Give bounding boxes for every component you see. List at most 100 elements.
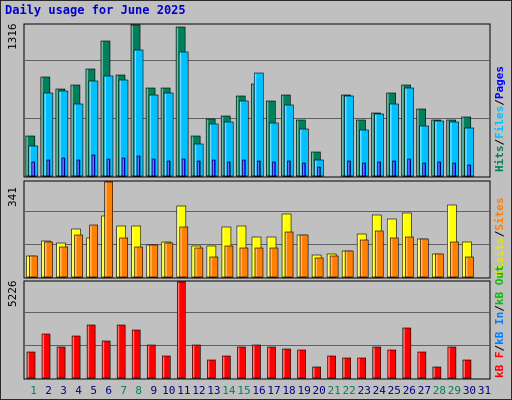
bar-hits-day-2-highlight — [41, 77, 43, 176]
bar-pages-day-13-highlight — [212, 160, 215, 176]
bar-pages-day-30 — [467, 164, 472, 177]
bar-pages-day-9 — [151, 158, 156, 177]
day-label-26: 26 — [403, 384, 416, 397]
bar-sites-day-11 — [179, 226, 189, 278]
bar-files-day-18-highlight — [284, 105, 287, 176]
bar-pages-day-4-highlight — [77, 160, 79, 176]
bar-visits-day-25-highlight — [387, 219, 390, 277]
bar-pages-day-27 — [422, 162, 426, 177]
day-label-7: 7 — [120, 384, 127, 397]
legend-item-legend_sep-3: / — [493, 305, 506, 312]
bar-pages-day-26-highlight — [408, 159, 410, 176]
bar-pages-day-16-highlight — [257, 161, 260, 176]
bar-sites-day-27-highlight — [420, 239, 423, 277]
bar-kbf-day-30 — [462, 359, 472, 379]
bar-sites-day-13-highlight — [210, 257, 212, 277]
day-label-9: 9 — [150, 384, 157, 397]
bar-pages-day-10-highlight — [167, 161, 170, 176]
bar-kbf-day-26 — [402, 327, 412, 379]
bar-files-day-7-highlight — [119, 80, 121, 176]
bar-pages-day-18 — [287, 160, 291, 177]
bar-pages-day-12-highlight — [197, 161, 200, 176]
bar-sites-day-29-body — [450, 241, 459, 278]
bar-hits-day-25-highlight — [387, 93, 389, 176]
bar-hits-day-16-highlight — [251, 84, 254, 176]
bar-kbf-day-14-highlight — [222, 356, 225, 378]
bar-sites-day-14-body — [224, 245, 234, 278]
bar-kbf-day-21-body — [327, 355, 336, 379]
bar-pages-day-24 — [377, 161, 381, 177]
bar-kbf-day-9-body — [146, 344, 156, 379]
bar-kbf-day-26-highlight — [403, 328, 405, 378]
bar-files-day-3-highlight — [59, 91, 61, 176]
bar-kbf-day-10-highlight — [162, 356, 165, 378]
bar-kbf-day-29 — [447, 346, 457, 379]
bar-hits-day-17-highlight — [266, 101, 269, 176]
bar-files-day-27-highlight — [420, 126, 422, 176]
bar-sites-day-4 — [74, 234, 83, 278]
bar-hits-day-27-highlight — [417, 109, 419, 176]
legend-item-pages-4: Pages — [493, 66, 506, 99]
bar-kbf-day-13-body — [207, 359, 216, 379]
bar-sites-day-20-highlight — [315, 258, 318, 277]
bar-pages-day-28-highlight — [438, 162, 440, 176]
bar-sites-day-3-highlight — [60, 247, 62, 277]
bar-pages-day-27-highlight — [423, 163, 425, 176]
bar-sites-day-8 — [134, 246, 144, 278]
bar-pages-day-8 — [136, 155, 141, 177]
bar-sites-day-17-highlight — [270, 248, 273, 277]
bar-visits-day-15-highlight — [237, 226, 239, 277]
bar-sites-day-11-body — [179, 226, 189, 278]
bar-kbf-day-6 — [101, 340, 111, 379]
bar-sites-day-16 — [254, 247, 264, 278]
legend-item-legend_sep-3: / — [493, 99, 506, 106]
bar-pages-day-1 — [31, 161, 36, 177]
legend-item-sites-2: Sites — [493, 198, 506, 231]
day-label-10: 10 — [162, 384, 175, 397]
bar-files-day-23-highlight — [360, 130, 362, 176]
bar-sites-day-8-body — [134, 246, 144, 278]
bar-visits-day-12-highlight — [192, 246, 194, 277]
bar-files-day-13-highlight — [209, 124, 212, 176]
bar-kbf-day-3-highlight — [57, 347, 60, 378]
bar-hits-day-20-highlight — [311, 152, 314, 176]
bar-files-day-11-highlight — [179, 52, 182, 176]
bar-kbf-day-20-body — [312, 366, 321, 379]
bar-pages-day-20 — [317, 166, 321, 177]
bar-sites-day-25-highlight — [390, 238, 393, 277]
bar-sites-day-21 — [329, 255, 339, 278]
bar-pages-day-23 — [362, 162, 366, 177]
bar-kbf-day-17-highlight — [268, 347, 270, 378]
day-label-5: 5 — [90, 384, 97, 397]
bar-pages-day-16 — [256, 160, 261, 177]
bar-sites-day-19-body — [299, 234, 309, 278]
bar-sites-day-2-highlight — [45, 242, 47, 277]
bar-sites-day-29 — [450, 241, 459, 278]
bar-files-day-16-highlight — [254, 73, 257, 176]
bar-sites-day-7-highlight — [120, 238, 122, 277]
legend-item-legend_sep-1: / — [493, 230, 506, 237]
day-label-17: 17 — [267, 384, 280, 397]
bar-visits-day-11-highlight — [177, 206, 179, 277]
bar-kbf-day-4 — [71, 335, 81, 379]
bar-visits-day-24-highlight — [372, 215, 375, 277]
bar-kbf-day-15-body — [237, 346, 246, 379]
legend-item-kbf-0: kB F — [493, 352, 506, 379]
bar-visits-day-2-highlight — [42, 241, 44, 277]
legend-item-kbin-2: kB In — [493, 312, 506, 345]
bar-kbf-day-11 — [177, 281, 186, 379]
bar-pages-day-15-highlight — [242, 160, 245, 176]
bar-files-day-11 — [178, 51, 189, 177]
bar-sites-day-24-highlight — [375, 231, 378, 277]
bar-pages-day-3-highlight — [62, 158, 64, 176]
bar-pages-day-29-highlight — [453, 163, 455, 176]
bar-sites-day-4-body — [74, 234, 83, 278]
bar-pages-day-25-highlight — [393, 161, 395, 176]
day-axis-labels: 1 2 3 4 5 6 7 8 9 10 11 12 13 14 15 16 17 18 19 20 21 22 23 24 2… — [30, 384, 491, 397]
bar-hits-day-28-highlight — [432, 120, 434, 176]
bar-visits-day-9-highlight — [147, 245, 149, 277]
bar-hits-day-29-highlight — [447, 120, 449, 176]
bar-hits-day-19-highlight — [296, 120, 299, 176]
bar-sites-day-19-highlight — [300, 235, 303, 277]
bar-visits-day-20-highlight — [312, 255, 315, 277]
